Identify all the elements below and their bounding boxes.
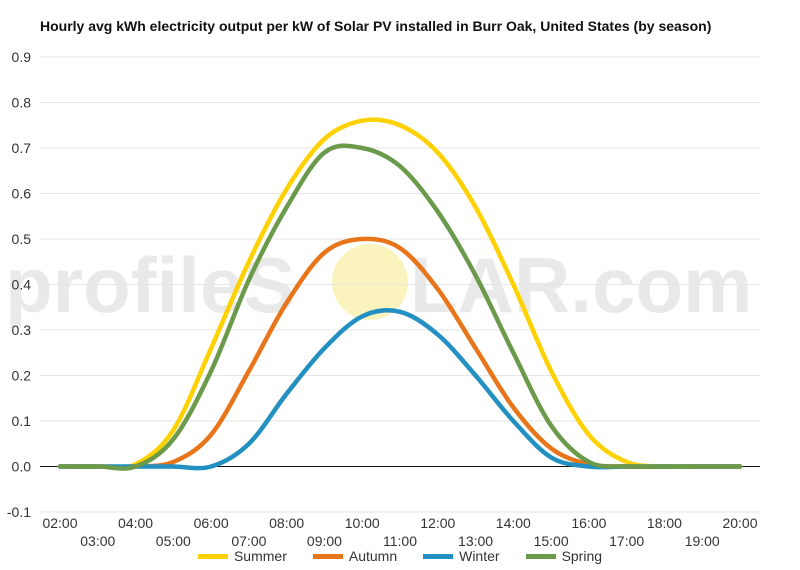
x-tick-label: 15:00 xyxy=(534,533,569,549)
legend-swatch xyxy=(423,553,454,559)
series-line-spring xyxy=(57,143,743,471)
y-tick-label: 0.0 xyxy=(12,459,32,475)
y-tick-label: 0.5 xyxy=(12,231,32,247)
watermark-sun-icon xyxy=(332,244,408,320)
y-axis: -0.1 0.0 0.1 0.2 0.3 0.4 0.5 0.6 0.7 0.8 0.9 xyxy=(7,49,31,520)
y-tick-label: 0.4 xyxy=(12,277,32,293)
legend-label: Autumn xyxy=(348,548,398,564)
legend-item-winter[interactable]: Winter xyxy=(423,548,500,564)
x-tick-label: 14:00 xyxy=(496,515,531,531)
x-tick-label: 13:00 xyxy=(458,533,493,549)
x-tick-label: 11:00 xyxy=(383,533,417,549)
legend: Summer Autumn Winter Spring xyxy=(0,548,800,564)
y-tick-label: 0.8 xyxy=(12,95,32,111)
y-tick-label: 0.1 xyxy=(12,413,32,429)
x-tick-label: 20:00 xyxy=(722,515,757,531)
y-tick-label: 0.3 xyxy=(12,322,32,338)
series-lines xyxy=(57,117,743,471)
legend-item-summer[interactable]: Summer xyxy=(197,548,287,564)
y-tick-label: 0.7 xyxy=(12,140,32,156)
legend-item-autumn[interactable]: Autumn xyxy=(312,548,398,564)
y-tick-label: 0.2 xyxy=(12,368,32,384)
x-tick-label: 04:00 xyxy=(118,515,153,531)
y-tick-label: 0.9 xyxy=(12,49,32,65)
legend-label: Summer xyxy=(233,548,287,564)
legend-item-spring[interactable]: Spring xyxy=(525,548,603,564)
y-tick-label: 0.6 xyxy=(12,186,32,202)
x-tick-label: 08:00 xyxy=(269,515,304,531)
x-tick-label: 12:00 xyxy=(420,515,455,531)
x-tick-label: 07:00 xyxy=(231,533,266,549)
legend-swatch xyxy=(312,553,343,559)
legend-label: Winter xyxy=(459,548,500,564)
legend-swatch xyxy=(525,553,556,559)
legend-label: Spring xyxy=(561,548,603,564)
legend-swatch xyxy=(197,553,228,559)
x-tick-label: 02:00 xyxy=(42,515,77,531)
y-tick-label: -0.1 xyxy=(7,504,31,520)
x-axis: 02:00 04:00 06:00 08:00 10:00 12:00 14:00 16:00… xyxy=(42,515,757,549)
x-tick-label: 19:00 xyxy=(685,533,720,549)
x-tick-label: 10:00 xyxy=(345,515,380,531)
x-tick-label: 18:00 xyxy=(647,515,682,531)
x-tick-label: 16:00 xyxy=(571,515,606,531)
x-tick-label: 17:00 xyxy=(609,533,644,549)
x-tick-label: 03:00 xyxy=(80,533,115,549)
chart-title: Hourly avg kWh electricity output per kW… xyxy=(40,18,712,34)
x-tick-label: 05:00 xyxy=(156,533,191,549)
x-tick-label: 06:00 xyxy=(194,515,229,531)
series-line-summer xyxy=(57,117,743,470)
x-tick-label: 09:00 xyxy=(307,533,342,549)
